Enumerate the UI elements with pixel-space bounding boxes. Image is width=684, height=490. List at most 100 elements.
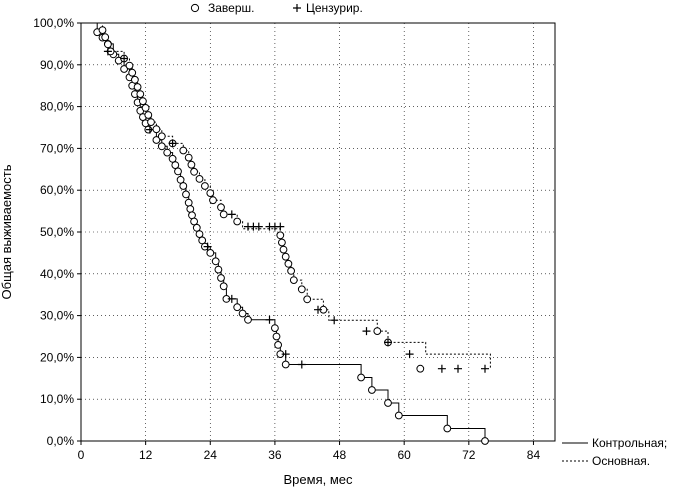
event-marker [233,303,242,312]
series-control [81,22,489,445]
y-tick-label: 10,0% [40,392,74,406]
event-marker [238,309,247,318]
event-marker [357,373,366,382]
marker-legend: Заверш. Цензурир. [190,1,363,15]
x-tick-label: 36 [268,448,282,462]
x-tick-label: 60 [398,448,412,462]
event-marker [157,132,166,141]
y-tick-label: 40,0% [40,267,74,281]
event-marker [289,276,298,285]
x-tick-label: 72 [462,448,476,462]
event-marker [152,136,161,144]
censored-marker [481,364,489,373]
censored-marker [120,54,129,63]
event-marker [214,265,223,274]
x-tick-label: 84 [527,448,541,462]
event-marker [244,315,252,324]
series-legend: Контрольная; Основная. [562,436,667,468]
censored-marker [314,305,322,314]
censored-marker [203,242,212,251]
y-tick-label: 60,0% [40,183,74,197]
event-marker [271,324,279,333]
event-marker [144,111,153,119]
event-marker [139,97,147,106]
censored-marker [330,316,339,325]
event-marker [152,125,161,134]
event-marker [303,295,312,304]
event-marker [206,249,215,257]
legend-event-marker [190,3,200,13]
event-marker [274,341,283,349]
legend-main-label: Основная. [592,454,650,468]
censored-marker [254,222,263,231]
event-marker [190,217,199,226]
event-marker [195,175,204,183]
censored-marker [276,222,285,231]
event-marker [120,65,128,73]
legend-censored-label: Цензурир. [306,1,363,15]
event-marker [201,182,209,190]
event-marker [297,285,306,294]
y-tick-label: 0,0% [47,434,75,448]
event-marker [147,118,155,126]
event-marker [481,437,489,445]
censored-marker [227,210,236,219]
series-main [81,22,491,373]
y-axis-ticks: 0,0% 10,0% 20,0% 30,0% 40,0% 50,0% 60,0% 70,0% 8… [33,16,81,448]
event-marker [279,245,288,254]
event-marker [187,160,196,169]
censored-marker [454,364,462,373]
y-axis-title: Общая выживаемость [0,164,14,299]
event-marker [209,196,217,205]
event-marker [416,364,425,373]
grid [81,23,555,441]
event-marker [98,26,107,35]
event-marker [192,223,201,232]
event-marker [182,190,190,199]
survival-curve [81,22,491,369]
censored-marker [405,350,414,359]
event-marker [104,40,112,49]
event-marker [141,104,150,112]
legend-control-label: Контрольная; [592,436,667,450]
event-marker [284,259,293,268]
y-tick-label: 20,0% [40,350,74,364]
censored-marker [362,327,371,336]
x-tick-label: 48 [333,448,347,462]
series-layer [81,22,491,445]
legend-censored-marker [293,4,301,12]
event-marker [179,146,188,155]
event-marker [133,83,142,91]
event-marker [211,257,220,266]
event-marker [278,238,286,247]
event-marker [136,90,145,98]
event-marker [179,182,188,190]
event-marker [368,386,376,394]
y-tick-label: 80,0% [40,100,74,114]
event-marker [125,61,134,70]
event-marker [394,411,403,420]
event-marker [384,399,392,407]
event-marker [217,203,225,212]
censored-marker [437,364,446,373]
y-tick-label: 30,0% [40,309,74,323]
censored-marker [265,315,274,324]
x-axis-ticks: 0 12 24 36 48 60 72 84 [78,441,541,462]
event-marker [443,424,452,433]
x-axis-title: Время, мес [284,472,353,487]
event-marker [101,33,110,42]
event-marker [281,252,290,261]
y-tick-label: 100,0% [33,16,74,30]
event-marker [184,153,193,162]
event-marker [163,148,172,157]
y-tick-label: 90,0% [40,58,74,72]
censored-marker [281,350,290,359]
event-marker [190,167,199,176]
event-marker [184,198,193,207]
event-marker [219,282,228,291]
censored-marker [384,338,392,347]
event-marker [171,161,180,170]
event-marker [219,210,228,219]
event-marker [174,167,182,176]
